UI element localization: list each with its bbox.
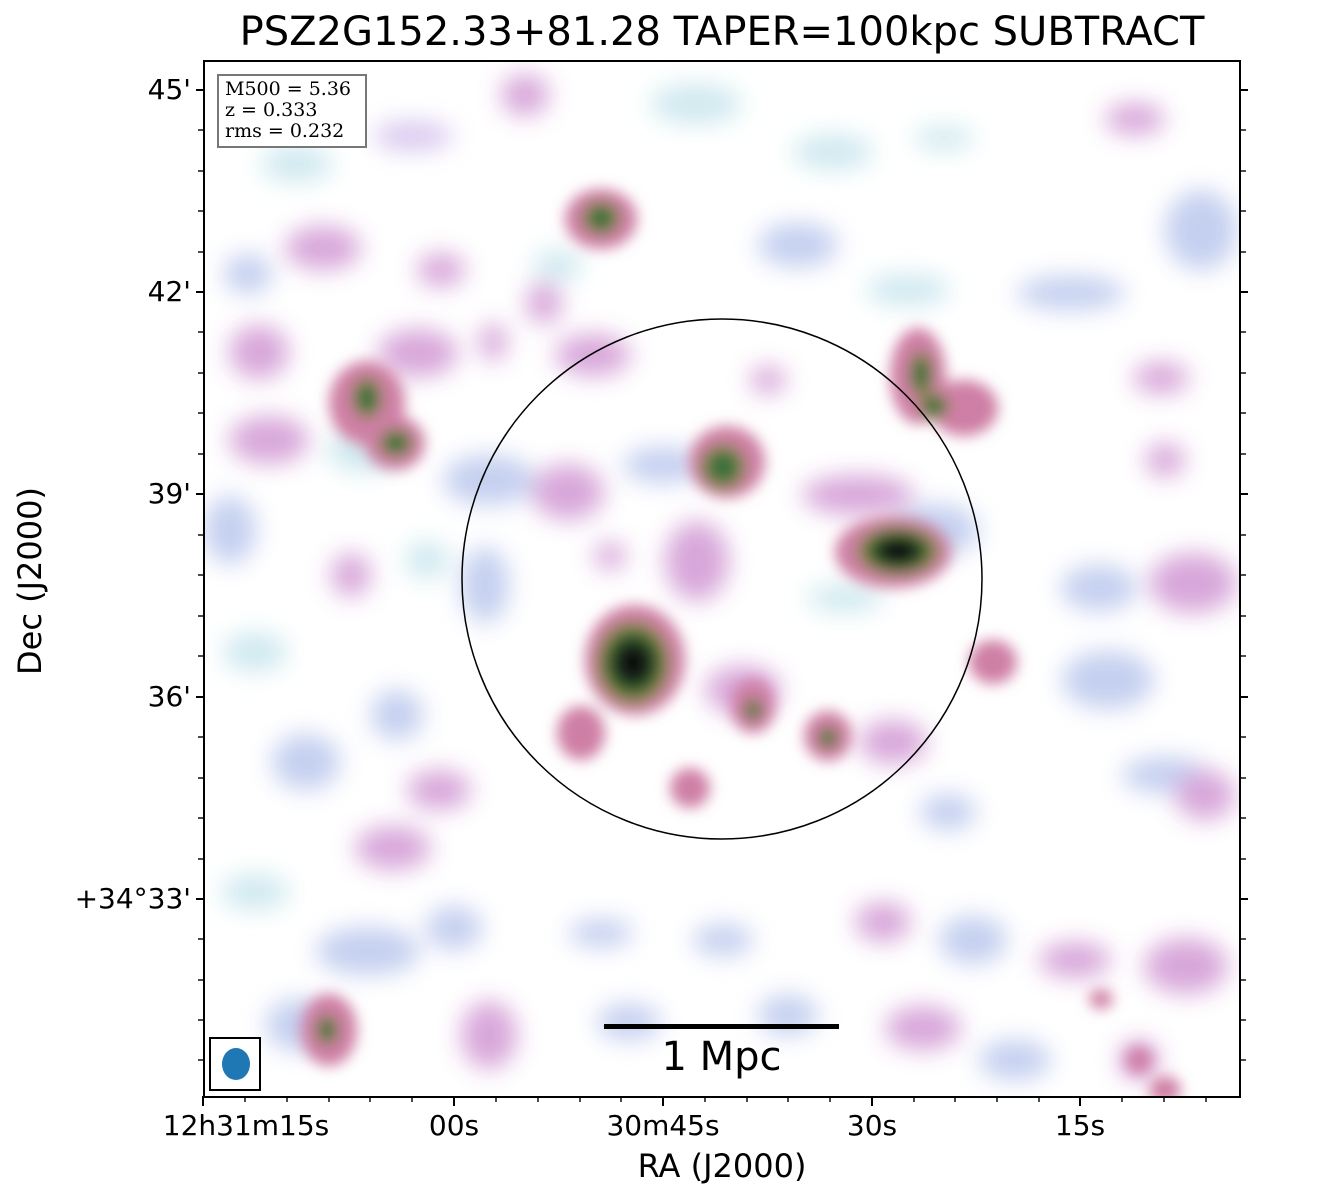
- x-tick-label: 30s: [846, 1109, 898, 1142]
- x-tick-label: 30m45s: [606, 1109, 720, 1142]
- rms-value: rms = 0.232: [225, 120, 345, 142]
- beam-ellipse-icon: [222, 1048, 250, 1080]
- page-title: PSZ2G152.33+81.28 TAPER=100kpc SUBTRACT: [239, 9, 1205, 55]
- radio-map: [203, 60, 1241, 1098]
- x-tick-label: 00s: [428, 1109, 480, 1142]
- cluster-info-box: M500 = 5.36 z = 0.333 rms = 0.232: [217, 74, 367, 148]
- scale-bar: [604, 1024, 839, 1029]
- beam-box: [209, 1037, 261, 1091]
- y-tick-label: 45': [147, 73, 191, 106]
- x-tick-label: 12h31m15s: [162, 1109, 330, 1142]
- y-tick-label: 42': [147, 275, 191, 308]
- y-axis-label: Dec (J2000): [11, 487, 49, 675]
- y-tick-label: +34°33': [74, 882, 191, 915]
- x-axis-label: RA (J2000): [637, 1147, 807, 1185]
- y-tick-label: 39': [147, 477, 191, 510]
- cluster-radius-circle: [461, 318, 983, 840]
- redshift-value: z = 0.333: [225, 99, 318, 121]
- scale-bar-label: 1 Mpc: [661, 1034, 782, 1080]
- m500-value: M500 = 5.36: [225, 78, 352, 100]
- radio-emission-map: [204, 74, 1237, 1098]
- x-tick-label: 15s: [1054, 1109, 1106, 1142]
- y-tick-label: 36': [147, 680, 191, 713]
- bright-source-layer: [301, 189, 1181, 1098]
